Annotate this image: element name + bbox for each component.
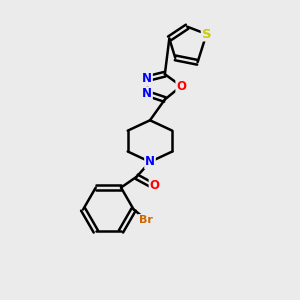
Text: N: N	[142, 72, 152, 85]
Text: S: S	[202, 28, 211, 40]
Text: Br: Br	[139, 215, 152, 225]
Text: N: N	[145, 155, 155, 168]
Text: N: N	[142, 87, 152, 100]
Text: O: O	[149, 179, 160, 192]
Text: O: O	[176, 80, 186, 93]
